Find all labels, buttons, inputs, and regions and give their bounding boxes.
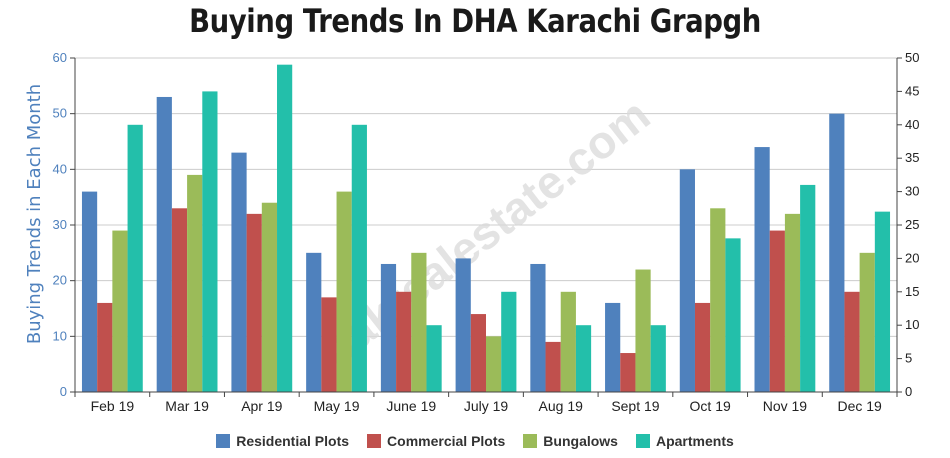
x-tick-label: Feb 19 <box>91 398 135 414</box>
x-tick-label: Nov 19 <box>763 398 808 414</box>
bar-apartments <box>351 124 367 393</box>
y2-tick-label: 35 <box>905 150 919 165</box>
y2-tick-label: 5 <box>905 351 912 366</box>
bar-commercial-plots <box>545 341 561 392</box>
legend-swatch <box>216 434 231 448</box>
legend-swatch <box>367 434 382 448</box>
legend-label: Commercial Plots <box>387 433 506 449</box>
y2-tick-label: 10 <box>905 317 919 332</box>
bar-bungalows <box>112 230 128 392</box>
y2-tick-label: 45 <box>905 83 919 98</box>
y-tick-label: 10 <box>53 328 67 343</box>
bar-residential-plots <box>754 147 770 392</box>
bar-commercial-plots <box>321 297 337 392</box>
bars <box>81 64 891 393</box>
bar-bungalows <box>486 336 502 392</box>
bar-apartments <box>575 325 592 392</box>
legend-item[interactable]: Residential Plots <box>216 433 349 449</box>
bar-bungalows <box>635 269 651 392</box>
y2-tick-label: 0 <box>905 384 912 399</box>
bar-commercial-plots <box>769 230 785 392</box>
y2-tick-label: 25 <box>905 217 919 232</box>
legend-item[interactable]: Apartments <box>635 433 734 449</box>
bar-residential-plots <box>156 96 172 392</box>
bar-commercial-plots <box>694 302 711 392</box>
bar-residential-plots <box>306 252 322 392</box>
y-tick-label: 20 <box>53 273 67 288</box>
y-tick-label: 0 <box>60 384 67 399</box>
bar-bungalows <box>187 174 203 392</box>
bar-apartments <box>800 184 816 392</box>
x-tick-label: Aug 19 <box>539 398 584 414</box>
bar-bungalows <box>261 202 278 392</box>
y-axis-label: Buying Trends in Each Month <box>24 84 45 344</box>
bar-residential-plots <box>679 169 695 392</box>
y2-tick-label: 30 <box>905 184 919 199</box>
bar-commercial-plots <box>470 314 486 392</box>
legend-item[interactable]: Bungalows <box>523 433 618 449</box>
x-tick-label: Sept 19 <box>611 398 659 414</box>
bar-apartments <box>426 325 442 392</box>
bar-bungalows <box>710 208 726 392</box>
bar-apartments <box>202 91 218 393</box>
bar-apartments <box>277 64 293 393</box>
y2-tick-label: 40 <box>905 117 919 132</box>
x-tick-label: May 19 <box>314 398 360 414</box>
bar-apartments <box>725 238 741 392</box>
bar-apartments <box>650 325 666 392</box>
x-tick-label: Apr 19 <box>241 398 282 414</box>
bar-residential-plots <box>380 263 397 392</box>
bar-bungalows <box>784 213 801 392</box>
bar-apartments <box>874 211 891 392</box>
bar-commercial-plots <box>171 208 188 392</box>
x-tick-label: Dec 19 <box>837 398 882 414</box>
bar-residential-plots <box>829 113 845 393</box>
bar-residential-plots <box>605 302 621 392</box>
x-tick-label: Oct 19 <box>690 398 731 414</box>
y2-tick-label: 50 <box>905 50 919 65</box>
legend-label: Bungalows <box>543 433 618 449</box>
legend-label: Apartments <box>655 433 734 449</box>
bar-residential-plots <box>81 191 98 392</box>
y2-tick-label: 15 <box>905 284 919 299</box>
bar-residential-plots <box>231 152 247 392</box>
x-tick-label: Mar 19 <box>165 398 209 414</box>
y-tick-label: 40 <box>53 161 67 176</box>
y-tick-label: 50 <box>53 106 67 121</box>
bar-apartments <box>501 291 517 392</box>
axes: 0 10 20 30 40 50 60 0 5 10 15 20 25 30 35 40 45 50 Feb 19 M… <box>53 50 920 414</box>
bar-commercial-plots <box>620 353 636 392</box>
x-tick-label: June 19 <box>386 398 436 414</box>
y-tick-label: 60 <box>53 50 67 65</box>
x-tick-label: July 19 <box>464 398 509 414</box>
legend-label: Residential Plots <box>236 433 350 449</box>
chart-title: Buying Trends In DHA Karachi Grapgh <box>189 2 761 40</box>
bar-residential-plots <box>455 258 471 392</box>
bar-commercial-plots <box>246 213 262 392</box>
legend-item[interactable]: Commercial Plots <box>367 433 505 449</box>
legend-swatch <box>523 434 538 448</box>
bar-bungalows <box>560 291 576 392</box>
bar-commercial-plots <box>97 302 113 392</box>
y2-tick-label: 20 <box>905 250 919 265</box>
bar-commercial-plots <box>396 291 412 392</box>
bar-commercial-plots <box>844 291 860 392</box>
legend-swatch <box>635 434 650 448</box>
bar-apartments <box>127 124 143 393</box>
bar-residential-plots <box>530 263 546 392</box>
bar-bungalows <box>336 191 352 392</box>
chart-legend: Residential Plots Commercial Plots Bungalo… <box>0 433 950 449</box>
y-tick-label: 30 <box>53 217 67 232</box>
bar-bungalows <box>411 252 427 392</box>
bar-bungalows <box>859 252 875 392</box>
